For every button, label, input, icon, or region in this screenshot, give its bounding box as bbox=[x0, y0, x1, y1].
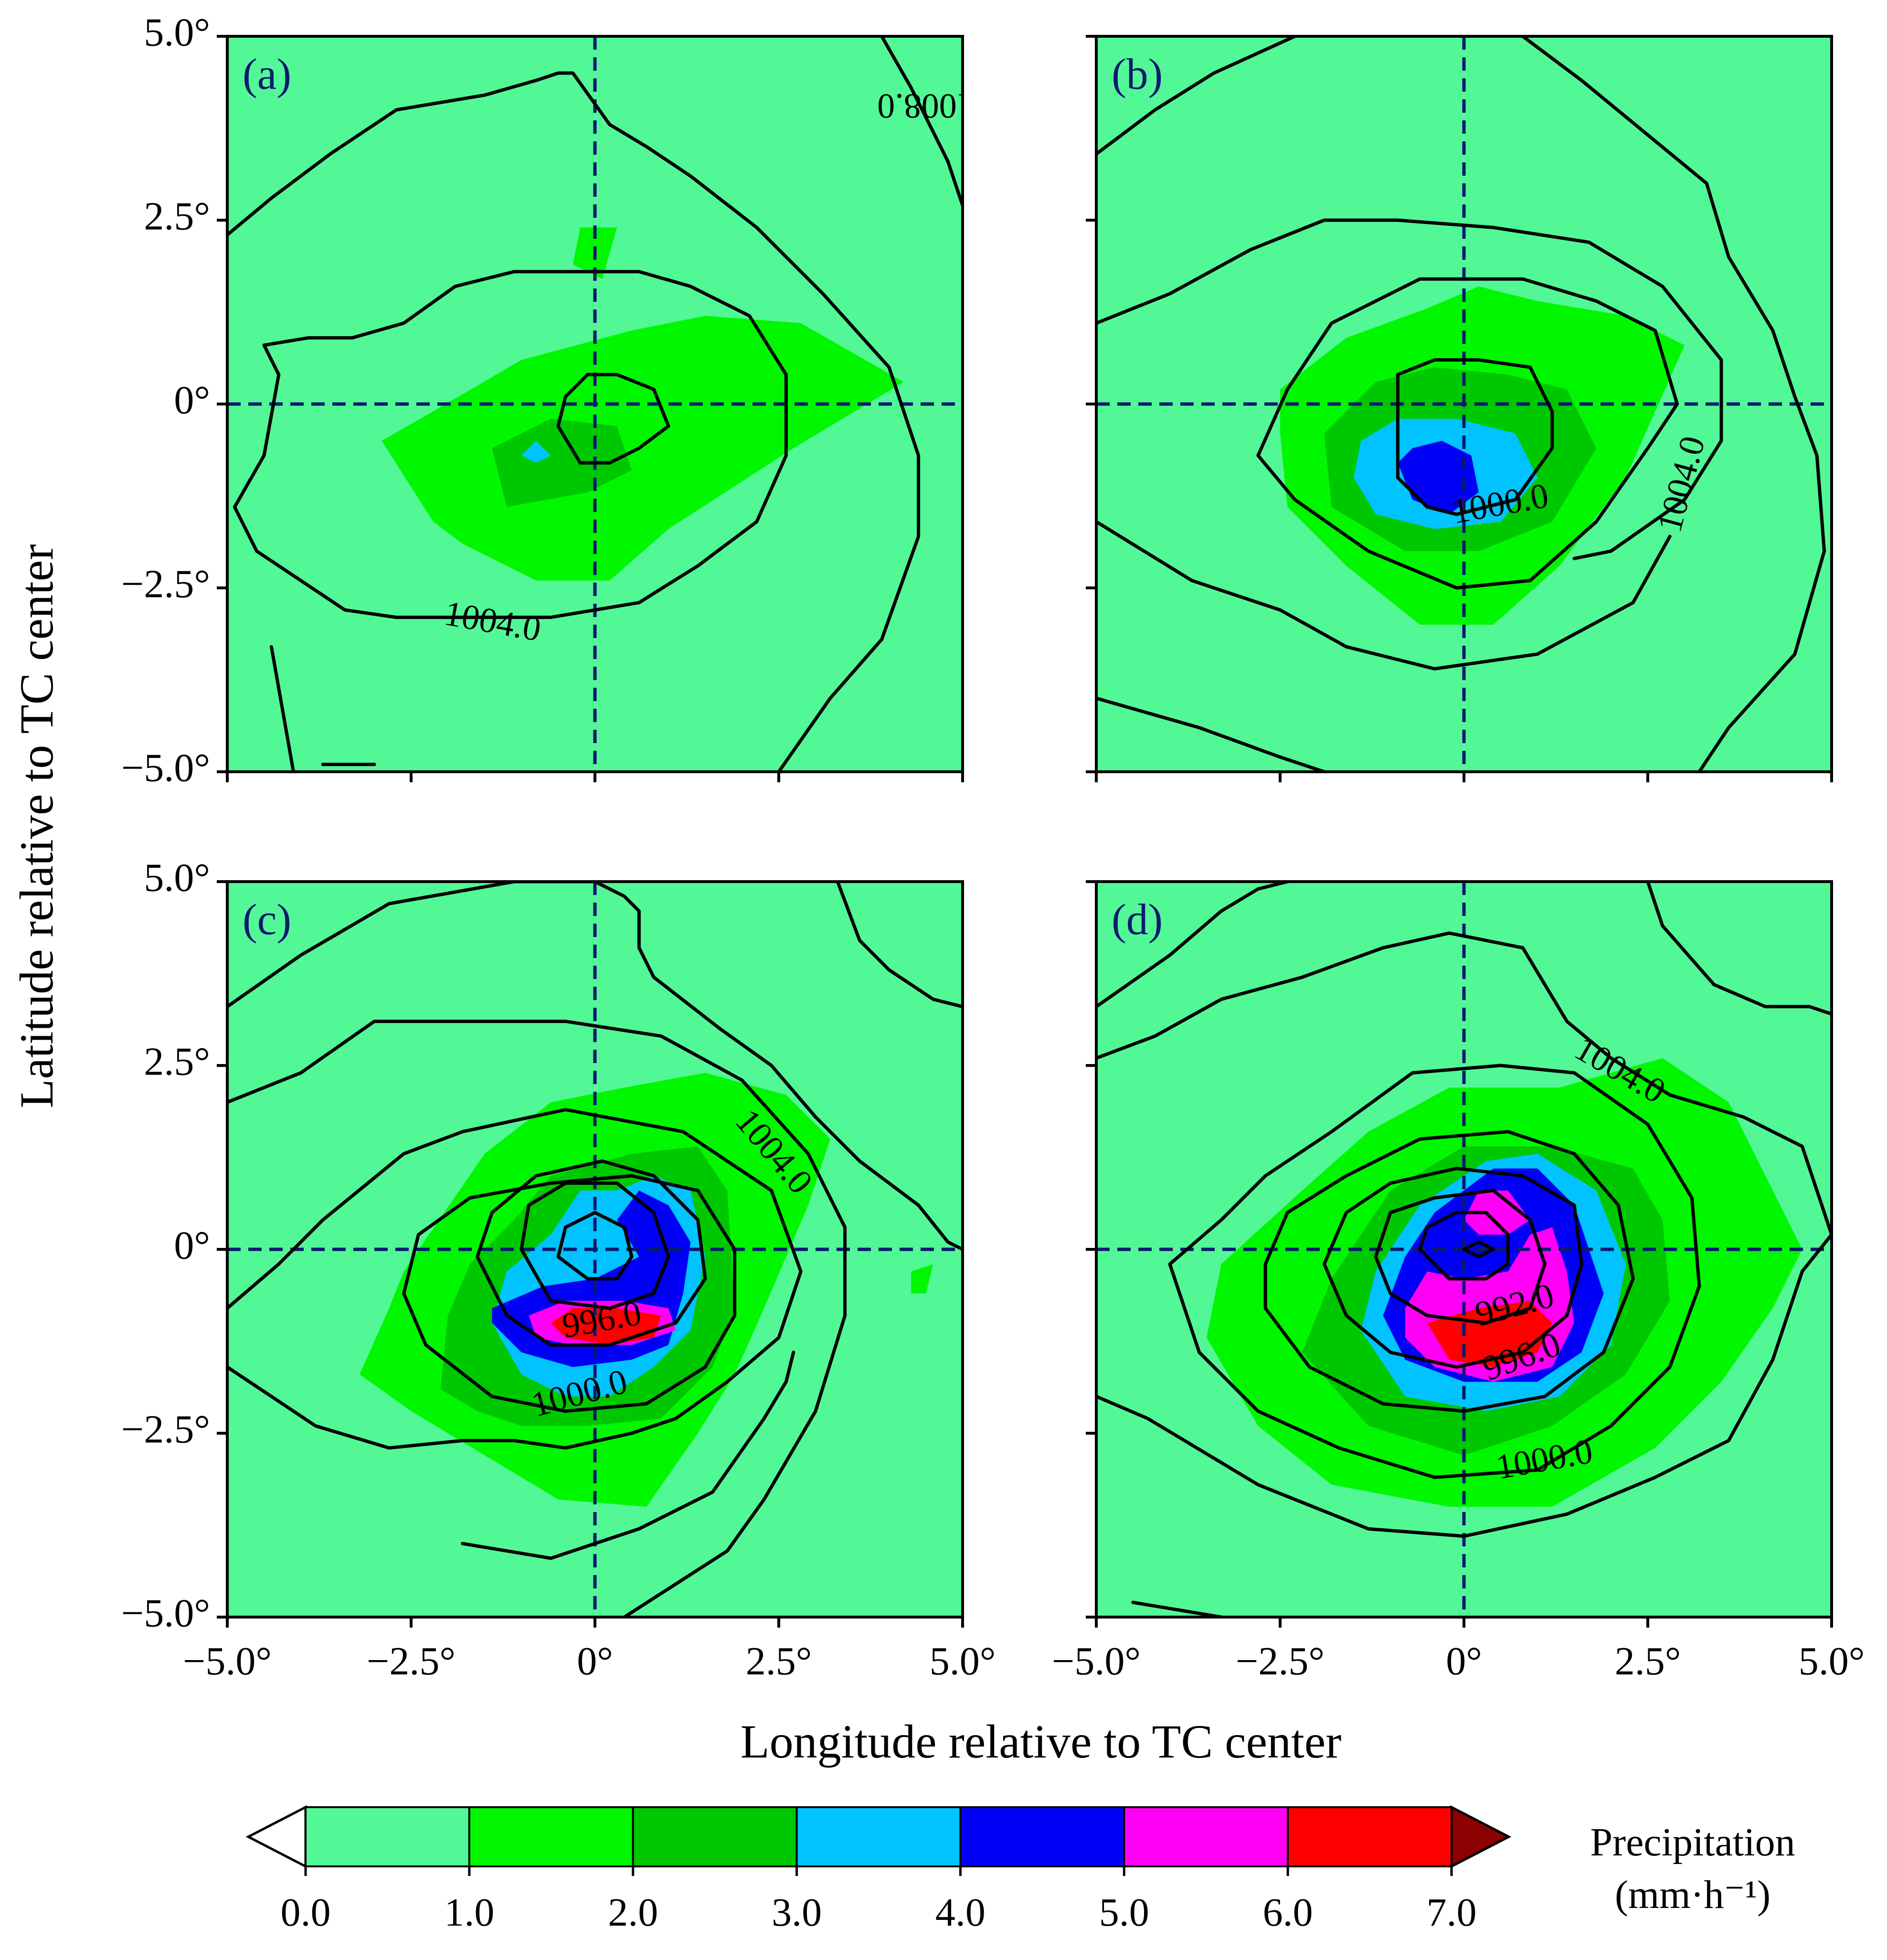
x-tick-label: 5.0° bbox=[930, 1639, 996, 1683]
precip-region-level-5 bbox=[1464, 1190, 1530, 1235]
x-tick-label: 2.5° bbox=[1615, 1639, 1681, 1683]
pressure-contour bbox=[227, 1108, 803, 1450]
colorbar-segment bbox=[632, 1806, 798, 1867]
colorbar-segment bbox=[959, 1806, 1125, 1867]
pressure-contour bbox=[1096, 931, 1832, 1236]
pressure-contour bbox=[1096, 882, 1289, 1009]
pressure-contour bbox=[1646, 882, 1832, 1016]
panel-label: (b) bbox=[1112, 50, 1163, 98]
pressure-contour bbox=[1521, 36, 1826, 772]
colorbar-tick-label: 7.0 bbox=[1427, 1890, 1477, 1935]
colorbar-segment bbox=[795, 1806, 962, 1867]
precip-region-level-3 bbox=[521, 441, 551, 463]
precip-region-level-1 bbox=[382, 316, 904, 581]
precip-region-level-2 bbox=[492, 418, 632, 507]
pressure-contour bbox=[402, 1174, 737, 1413]
colorbar-tick-label: 1.0 bbox=[444, 1890, 494, 1935]
y-tick-label: −2.5° bbox=[121, 1407, 210, 1451]
pressure-contour bbox=[836, 882, 963, 1009]
colorbar-under-arrow bbox=[245, 1805, 307, 1869]
pressure-contour bbox=[556, 373, 670, 465]
colorbar-label-line2: (mm·h⁻¹) bbox=[1615, 1873, 1770, 1917]
y-axis-title: Latitude relative to TC center bbox=[10, 544, 63, 1108]
x-tick-label: 5.0° bbox=[1799, 1639, 1865, 1683]
colorbar-tick-label: 3.0 bbox=[772, 1890, 822, 1935]
x-axis-title: Longitude relative to TC center bbox=[741, 1715, 1342, 1768]
x-tick-label: 0° bbox=[1446, 1639, 1482, 1683]
contour-label: 1008.0 bbox=[877, 86, 975, 126]
colorbar-segment bbox=[305, 1806, 470, 1867]
pressure-contour bbox=[1462, 1240, 1495, 1258]
colorbar-label-line1: Precipitation bbox=[1590, 1820, 1795, 1864]
y-tick-label: 5.0° bbox=[144, 10, 210, 54]
x-tick-label: 2.5° bbox=[746, 1639, 812, 1683]
y-tick-label: −5.0° bbox=[121, 1591, 210, 1635]
x-tick-label: −5.0° bbox=[183, 1639, 272, 1683]
pressure-contour bbox=[461, 1351, 795, 1560]
panel-label: (c) bbox=[243, 895, 291, 944]
colorbar-segment bbox=[468, 1806, 634, 1867]
pressure-contour bbox=[1256, 277, 1679, 590]
colorbar-tick-label: 2.0 bbox=[608, 1890, 658, 1935]
pressure-contour bbox=[519, 1181, 670, 1310]
x-tick-label: −2.5° bbox=[1236, 1639, 1325, 1683]
pressure-contour bbox=[476, 1159, 707, 1347]
pressure-contour bbox=[1096, 1233, 1832, 1538]
pressure-contour bbox=[1322, 1167, 1583, 1369]
y-tick-label: 2.5° bbox=[144, 194, 210, 238]
colorbar-segment bbox=[1287, 1806, 1452, 1867]
pressure-contour bbox=[556, 1211, 634, 1281]
colorbar: 0.0 1.0 2.0 3.0 4.0 5.0 6.0 7.0 bbox=[245, 1805, 1512, 1935]
pressure-contour bbox=[1168, 1064, 1701, 1479]
pressure-contour bbox=[1396, 358, 1554, 516]
pressure-contour bbox=[1096, 520, 1672, 671]
panel-label: (a) bbox=[243, 50, 291, 98]
panel-b: 1000.0 1004.0(b) bbox=[1086, 35, 1833, 782]
precip-region-level-1 bbox=[911, 1264, 933, 1294]
pressure-contour bbox=[1263, 1130, 1635, 1413]
colorbar-tick-label: 0.0 bbox=[281, 1890, 331, 1935]
y-tick-label: 0° bbox=[174, 378, 210, 422]
y-tick-label: 0° bbox=[174, 1223, 210, 1268]
pressure-contour bbox=[227, 71, 921, 772]
x-tick-label: 0° bbox=[577, 1639, 613, 1683]
y-tick-label: −5.0° bbox=[121, 746, 210, 790]
pressure-contour bbox=[227, 882, 963, 1251]
y-tick-label: 5.0° bbox=[144, 855, 210, 900]
pressure-contour bbox=[880, 36, 963, 207]
colorbar-tick-label: 6.0 bbox=[1263, 1890, 1313, 1935]
pressure-contour bbox=[269, 645, 296, 772]
pressure-contour bbox=[1096, 218, 1723, 560]
y-tick-label: −2.5° bbox=[121, 562, 210, 606]
colorbar-tick-label: 5.0 bbox=[1099, 1890, 1149, 1935]
colorbar-segment bbox=[1123, 1806, 1289, 1867]
pressure-contour bbox=[233, 270, 788, 619]
pressure-contour bbox=[227, 1020, 847, 1617]
panel-c: 1004.0996.01000.0(c)−5.0°−2.5°0°2.5°5.0°… bbox=[121, 855, 996, 1683]
panels: 1004.01008.0(a)−5.0°−2.5°0°2.5°5.0°1000.… bbox=[121, 10, 1865, 1683]
x-tick-label: −5.0° bbox=[1052, 1639, 1141, 1683]
pressure-contour bbox=[1418, 1211, 1510, 1281]
panel-label: (d) bbox=[1112, 895, 1163, 944]
pressure-contour bbox=[1096, 696, 1326, 772]
y-tick-label: 2.5° bbox=[144, 1039, 210, 1084]
pressure-contour bbox=[1096, 36, 1297, 156]
precip-region-level-6 bbox=[1427, 1300, 1552, 1367]
pressure-contour bbox=[1131, 1600, 1223, 1617]
pressure-contour bbox=[1374, 1189, 1547, 1325]
x-tick-label: −2.5° bbox=[367, 1639, 456, 1683]
colorbar-over-arrow bbox=[1450, 1805, 1512, 1869]
colorbar-tick-label: 4.0 bbox=[935, 1890, 986, 1935]
